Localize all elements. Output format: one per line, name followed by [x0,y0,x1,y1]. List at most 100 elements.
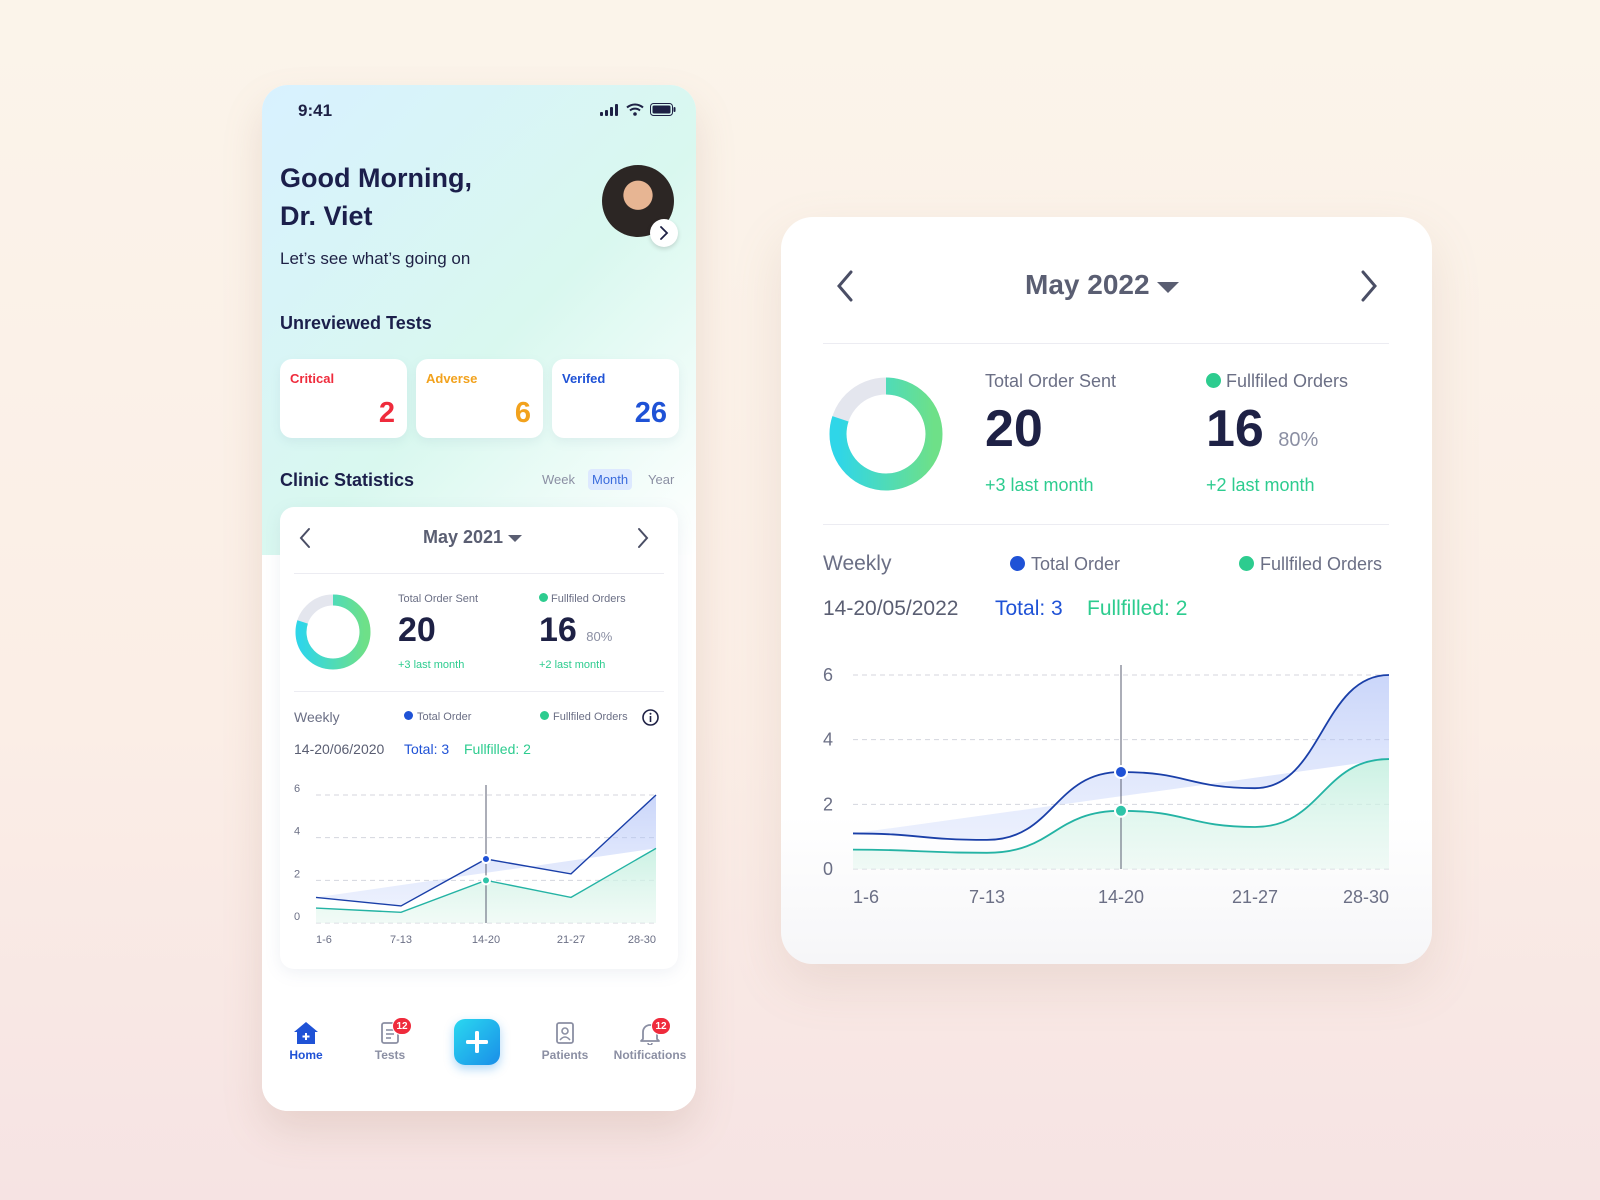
divider [294,691,664,692]
week-range: 14-20/05/2022 [823,597,959,620]
divider [823,524,1389,525]
month-selector[interactable]: May 2022 [1025,269,1180,301]
month-selector[interactable]: May 2021 [423,527,523,548]
caret-down-icon [508,535,523,542]
weekly-chart: 0 2 4 6 1-6 7-13 14-20 21-27 28-30 [823,665,1390,907]
divider [294,573,664,574]
y-tick-label: 4 [823,730,833,750]
legend-fulfilled-orders: Fullfiled Orders [540,711,628,723]
patient-icon [556,1022,574,1044]
total-order-change: +3 last month [985,475,1094,495]
tab-month[interactable]: Month [588,469,633,490]
y-tick-label: 2 [823,794,833,814]
divider [823,343,1389,344]
prev-month-button[interactable] [835,269,855,303]
x-tick-label: 1-6 [316,934,332,946]
nav-home-label: Home [289,1048,323,1062]
fulfilled-value-text: 16 [1206,400,1264,458]
week-range: 14-20/06/2020 [294,741,385,757]
nav-home[interactable]: Home [266,1021,346,1062]
highlight-point-total [481,854,491,864]
plus-icon [466,1031,488,1053]
fulfilled-orders-change: +2 last month [539,659,606,671]
caret-down-icon [1157,282,1180,293]
x-tick-label: 14-20 [1098,887,1144,907]
x-tick-label: 21-27 [557,934,585,946]
total-order-value: 20 [398,611,436,649]
legend-dot [1010,556,1025,571]
tab-week[interactable]: Week [542,472,575,487]
legend-total-order: Total Order [1010,554,1120,575]
highlight-point-fulfilled [481,875,491,886]
notifications-badge: 12 [651,1017,671,1035]
x-tick-label: 7-13 [969,887,1005,907]
fulfilled-orders-label: Fullfiled Orders [1206,371,1348,392]
critical-card[interactable]: Critical 2 [280,359,407,438]
unreviewed-title: Unreviewed Tests [280,313,432,333]
x-tick-label: 21-27 [1232,887,1278,907]
wifi-icon [626,103,644,116]
adverse-label: Adverse [426,371,478,386]
week-fulfilled: Fullfilled: 2 [1087,597,1188,620]
status-time: 9:41 [298,101,333,120]
week-total: Total: 3 [404,741,450,757]
x-tick-label: 28-30 [1343,887,1389,907]
y-tick-label: 0 [294,911,300,923]
fulfilled-value-text: 16 [539,611,577,649]
phone-screen: 9:41 Good Morning, Dr. Viet Let’s see wh… [262,85,696,1111]
weekly-label: Weekly [823,552,892,575]
info-icon[interactable] [642,709,659,726]
next-month-button[interactable] [636,527,650,549]
greeting: Good Morning, Dr. Viet [280,159,472,235]
week-total: Total: 3 [995,597,1063,620]
fulfilled-label-text: Fullfiled Orders [1226,371,1349,391]
fulfilled-orders-change: +2 last month [1206,475,1315,495]
adverse-card[interactable]: Adverse 6 [416,359,543,438]
y-tick-label: 4 [294,826,300,838]
prev-month-button[interactable] [298,527,312,549]
weekly-chart: 0 2 4 6 1-6 7-13 14-20 21-27 28-30 [294,783,657,946]
donut-chart [295,594,371,670]
critical-value: 2 [378,397,395,429]
month-label: May 2021 [423,527,504,547]
legend-dot [540,711,549,720]
legend-fulfilled-text: Fullfiled Orders [553,711,628,723]
greeting-subtitle: Let’s see what’s going on [280,249,471,268]
month-label: May 2022 [1025,269,1150,300]
y-tick-label: 0 [823,859,833,879]
legend-dot [1239,556,1254,571]
y-tick-label: 6 [823,665,833,685]
nav-notifications[interactable]: 12 Notifications [607,1017,693,1062]
bottom-navigation: Home 12 Tests Patients 12 Notifications [262,1011,696,1111]
tab-year[interactable]: Year [648,472,675,487]
verified-value: 26 [634,397,667,429]
legend-total-order: Total Order [404,711,471,723]
fulfilled-orders-value: 16 80% [539,611,612,650]
fulfilled-dot [539,593,548,602]
nav-tests[interactable]: 12 Tests [350,1017,430,1062]
x-tick-label: 7-13 [390,934,412,946]
profile-button[interactable] [650,219,678,247]
fulfilled-percent: 80% [586,629,613,644]
greeting-line-2: Dr. Viet [280,201,373,231]
statistics-card: May 2021 Total Order Sent 20 +3 last mon… [280,507,678,969]
home-icon [294,1022,318,1044]
next-month-button[interactable] [1359,269,1379,303]
y-tick-label: 6 [294,783,300,795]
chevron-right-icon [660,226,669,240]
tests-badge: 12 [392,1017,412,1035]
fulfilled-label-text: Fullfiled Orders [551,593,626,605]
verified-card[interactable]: Verifed 26 [552,359,679,438]
x-tick-label: 14-20 [472,934,500,946]
nav-patients[interactable]: Patients [525,1021,605,1062]
area-total-order [316,795,656,906]
total-order-label: Total Order Sent [398,593,479,605]
nav-patients-label: Patients [541,1048,589,1062]
legend-fulfilled-orders: Fullfiled Orders [1239,554,1382,575]
add-button[interactable] [454,1019,500,1065]
highlight-point-total [1114,765,1128,779]
nav-notifications-label: Notifications [613,1048,687,1062]
statistics-detail-card: May 2022 Total Order Sent 20 +3 last mon… [781,217,1432,964]
fulfilled-percent: 80% [1278,429,1319,451]
status-icons [600,103,676,116]
